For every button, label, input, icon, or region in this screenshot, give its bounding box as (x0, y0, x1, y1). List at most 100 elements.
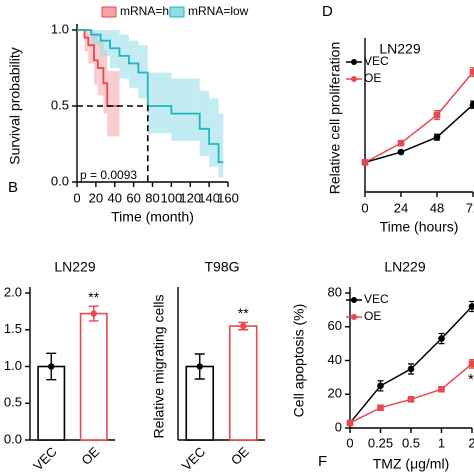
confidence-band (107, 71, 120, 137)
y-tick-label: 0.5 (4, 395, 22, 410)
legend-label: mRNA=high (120, 4, 185, 18)
x-tick-label: 0.5 (402, 435, 420, 450)
point (346, 419, 354, 427)
x-tick-label: 40 (108, 190, 122, 205)
x-tick-label: 120 (179, 190, 201, 205)
survival-curve (77, 29, 224, 164)
x-axis-label: TMZ (μg/ml) (373, 456, 450, 472)
point (468, 360, 474, 368)
legend-label: mRNA=low (188, 4, 249, 18)
legend-label: OE (364, 71, 381, 85)
median-line (77, 105, 149, 182)
confidence-band (88, 30, 94, 64)
x-tick-label: VEC (179, 444, 209, 474)
significance: ** (88, 289, 99, 305)
confidence-band (171, 78, 200, 141)
panel-letter: B (8, 179, 18, 196)
line (364, 104, 474, 164)
x-tick-label: 24 (394, 200, 408, 215)
y-axis-label: Relative cell proliferation (327, 42, 343, 195)
panel-letter: D (322, 3, 333, 20)
x-tick-label: 0 (73, 190, 80, 205)
y-axis-label: Cell apoptosis (%) (291, 304, 307, 418)
bar (79, 312, 108, 441)
point (468, 303, 474, 310)
confidence-band (218, 113, 224, 178)
x-tick-label: 100 (161, 190, 183, 205)
x-tick-label: 2 (468, 435, 474, 450)
confidence-band (100, 30, 111, 56)
mean-point (48, 363, 55, 370)
x-axis-label: Time (hours) (380, 219, 459, 235)
x-tick-label: 20 (89, 190, 103, 205)
confidence-band (209, 98, 219, 167)
y-tick-label: 0 (335, 419, 342, 434)
x-tick-label: 140 (198, 190, 220, 205)
point (438, 385, 445, 393)
point (377, 382, 384, 390)
chart-title: LN229 (379, 41, 420, 57)
chart-title: T98G (204, 259, 239, 275)
y-tick-label: 20 (328, 386, 342, 401)
panel-letter: F (318, 453, 327, 470)
chart-title: LN229 (384, 259, 425, 275)
y-tick-label: 1.5 (4, 321, 22, 336)
x-tick-label: 1 (438, 435, 445, 450)
legend-label: OE (364, 309, 381, 323)
point (397, 148, 405, 156)
x-tick-label: 60 (126, 190, 140, 205)
x-tick-label: 0.25 (368, 435, 393, 450)
legend-marker (351, 76, 357, 82)
confidence-band (84, 30, 89, 52)
point (407, 396, 415, 403)
x-tick-label: 72 (466, 200, 474, 215)
mean-point (90, 310, 97, 317)
point (469, 101, 474, 108)
y-axis-label: Survival probability (7, 47, 23, 165)
y-tick-label: 0.5 (51, 97, 69, 112)
bar (228, 325, 258, 441)
legend-marker (351, 314, 357, 320)
y-tick-label: 1.0 (51, 21, 69, 36)
mean-point (240, 322, 247, 330)
y-tick-label: 60 (328, 318, 342, 333)
y-tick-label: 0.0 (4, 431, 22, 446)
chart-title: LN229 (54, 259, 95, 275)
y-tick-label: 0.0 (51, 173, 69, 188)
significance: ** (238, 305, 249, 321)
x-tick-label: 0 (346, 435, 353, 450)
legend-marker (351, 59, 357, 65)
x-tick-label: 160 (217, 190, 239, 205)
x-tick-label: 48 (430, 200, 444, 215)
point (407, 365, 415, 373)
legend-label: VEC (364, 54, 389, 68)
legend-marker (351, 297, 357, 303)
x-tick-label: 0 (361, 200, 368, 215)
legend-label: VEC (364, 292, 389, 306)
mean-point (196, 363, 203, 370)
significance: * (468, 371, 474, 388)
point (433, 133, 441, 141)
confidence-band (91, 30, 101, 46)
point (377, 404, 384, 412)
survival-curve (77, 29, 120, 107)
point (438, 335, 445, 342)
legend-swatch (101, 6, 117, 18)
y-tick-label: 80 (328, 284, 342, 299)
x-tick-label: VEC (30, 444, 60, 474)
x-axis-label: Time (month) (111, 209, 194, 225)
confidence-band (199, 90, 210, 157)
point (433, 111, 441, 119)
line (364, 71, 474, 164)
x-tick-label: OE (228, 444, 252, 468)
x-tick-label: OE (78, 444, 102, 468)
x-tick-label: 80 (145, 190, 159, 205)
y-tick-label: 1.0 (4, 358, 22, 373)
p-value: p = 0.0093 (80, 168, 137, 182)
y-tick-label: 40 (328, 352, 342, 367)
point (397, 139, 405, 147)
legend-swatch (169, 6, 185, 18)
point (469, 68, 474, 76)
